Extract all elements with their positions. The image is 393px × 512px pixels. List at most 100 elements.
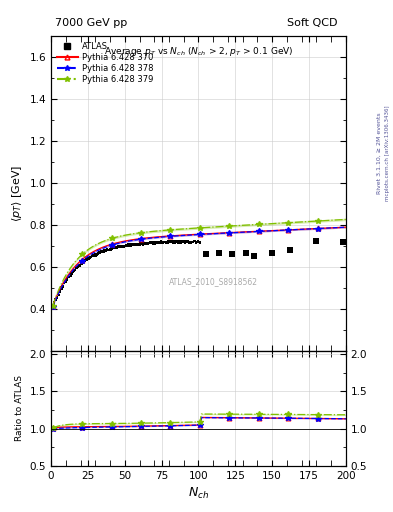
Point	[80, 259, 86, 267]
Point	[154, 238, 161, 246]
Point	[156, 238, 163, 246]
Point	[69, 270, 75, 278]
Point	[97, 248, 103, 257]
Point	[111, 243, 118, 251]
Point	[177, 237, 183, 245]
Point	[54, 293, 61, 302]
Point	[84, 256, 90, 264]
Point	[76, 262, 83, 270]
Point	[124, 241, 130, 249]
Point	[90, 250, 97, 259]
Point	[180, 237, 186, 245]
Point	[157, 239, 163, 247]
Point	[121, 242, 128, 250]
Point	[123, 241, 129, 249]
Point	[185, 238, 191, 246]
Point	[66, 273, 72, 282]
Point	[169, 238, 175, 246]
Point	[134, 240, 141, 248]
Point	[52, 295, 58, 303]
Point	[193, 239, 200, 247]
Point	[119, 243, 125, 251]
Point	[125, 241, 131, 249]
Point	[192, 237, 198, 245]
Point	[188, 238, 195, 246]
Point	[55, 290, 61, 298]
Point	[169, 237, 175, 245]
Point	[75, 263, 81, 271]
Point	[149, 239, 155, 247]
Point	[186, 239, 192, 247]
Point	[87, 253, 94, 261]
Point	[79, 260, 86, 268]
Point	[135, 241, 141, 249]
Point	[104, 245, 110, 253]
Point	[142, 240, 148, 248]
Point	[116, 242, 123, 250]
Point	[53, 293, 60, 301]
Point	[120, 243, 127, 251]
Point	[182, 238, 189, 246]
Point	[216, 249, 222, 258]
Point	[158, 239, 165, 247]
Point	[150, 238, 156, 246]
Point	[103, 247, 109, 255]
Point	[76, 261, 82, 269]
Point	[114, 244, 121, 252]
Point	[131, 240, 137, 248]
Point	[126, 242, 132, 250]
Point	[59, 282, 66, 290]
Point	[135, 240, 141, 248]
Point	[59, 283, 66, 291]
Point	[158, 238, 164, 246]
Point	[173, 237, 179, 245]
Point	[164, 238, 171, 246]
Point	[195, 239, 201, 247]
Point	[94, 250, 101, 259]
Point	[181, 238, 187, 246]
Point	[110, 244, 117, 252]
Point	[61, 279, 67, 287]
Point	[70, 268, 76, 276]
Point	[60, 282, 66, 290]
Point	[195, 238, 201, 246]
Point	[168, 238, 174, 246]
Point	[162, 238, 169, 246]
Point	[131, 241, 138, 249]
Point	[156, 238, 163, 246]
Y-axis label: Ratio to ATLAS: Ratio to ATLAS	[15, 375, 24, 441]
Point	[81, 257, 87, 265]
Point	[147, 239, 154, 247]
Point	[81, 257, 88, 265]
Point	[107, 245, 114, 253]
Point	[171, 237, 177, 245]
Point	[106, 245, 112, 253]
Point	[99, 247, 105, 255]
Point	[162, 238, 168, 246]
Point	[137, 240, 143, 248]
Point	[181, 237, 187, 245]
Point	[95, 250, 101, 258]
Point	[52, 295, 58, 304]
Point	[269, 249, 275, 257]
Text: Rivet 3.1.10, ≥ 2M events: Rivet 3.1.10, ≥ 2M events	[377, 113, 382, 195]
Point	[187, 239, 194, 247]
Text: ATLAS_2010_S8918562: ATLAS_2010_S8918562	[169, 277, 258, 286]
Point	[147, 239, 153, 247]
Point	[114, 243, 120, 251]
Point	[68, 268, 74, 276]
Point	[58, 283, 64, 291]
Point	[118, 242, 124, 250]
Point	[176, 239, 182, 247]
Point	[50, 300, 57, 308]
Point	[136, 239, 143, 247]
X-axis label: $N_{ch}$: $N_{ch}$	[188, 486, 209, 501]
Point	[155, 238, 162, 246]
Point	[79, 259, 86, 267]
Point	[194, 238, 200, 246]
Y-axis label: $\langle p_T \rangle$ [GeV]: $\langle p_T \rangle$ [GeV]	[10, 164, 24, 222]
Point	[53, 293, 60, 302]
Point	[110, 243, 117, 251]
Point	[185, 237, 191, 245]
Point	[127, 240, 133, 248]
